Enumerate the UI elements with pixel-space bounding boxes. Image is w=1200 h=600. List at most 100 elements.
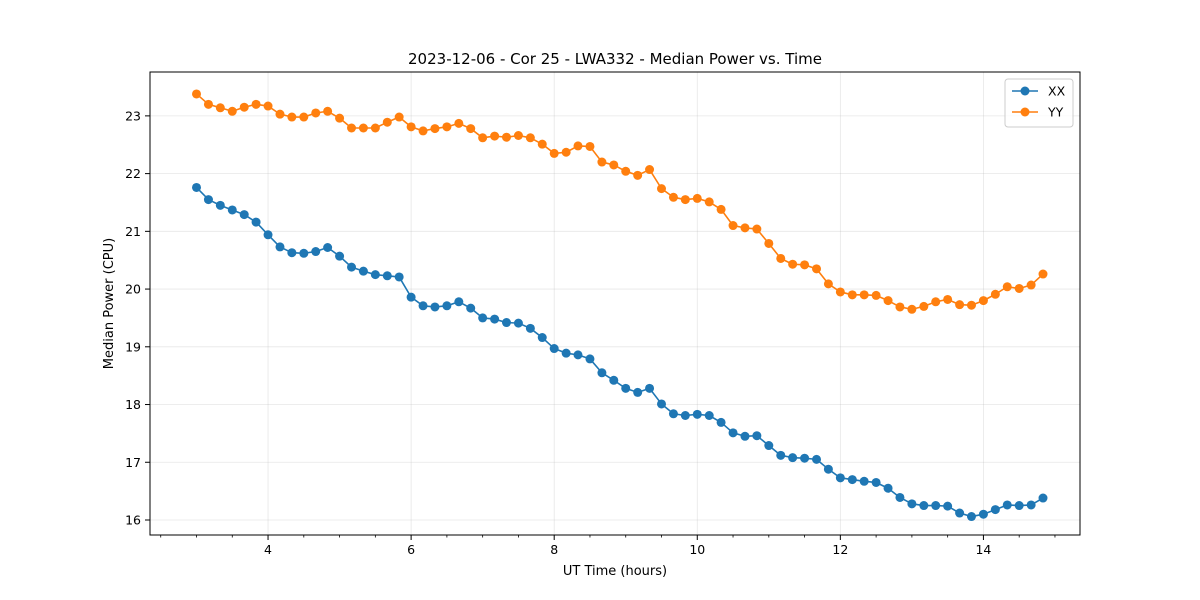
data-point-yy <box>955 300 965 310</box>
data-point-yy <box>513 131 523 140</box>
x-tick-label: 12 <box>832 542 848 557</box>
data-point-yy <box>442 122 452 132</box>
data-point-yy <box>680 195 690 205</box>
data-point-xx <box>299 248 309 258</box>
data-point-xx <box>919 501 929 511</box>
data-point-xx <box>966 512 976 522</box>
data-point-yy <box>990 289 1000 299</box>
data-point-xx <box>1038 493 1048 503</box>
data-point-yy <box>645 165 655 175</box>
data-point-xx <box>275 242 285 252</box>
plot-area <box>150 72 1080 535</box>
data-point-yy <box>823 279 833 289</box>
data-point-yy <box>800 260 810 270</box>
data-point-xx <box>537 333 547 343</box>
legend-marker-yy <box>1020 107 1030 117</box>
data-point-yy <box>418 126 428 136</box>
data-point-yy <box>835 287 845 297</box>
data-point-yy <box>347 123 357 133</box>
data-point-yy <box>490 131 500 141</box>
legend-marker-xx <box>1020 86 1030 96</box>
data-point-xx <box>215 200 225 210</box>
data-point-yy <box>871 290 881 300</box>
data-point-yy <box>501 132 511 142</box>
series-xx <box>192 182 1048 522</box>
data-point-xx <box>454 297 464 307</box>
data-point-xx <box>657 399 666 409</box>
data-point-yy <box>382 117 392 127</box>
data-point-xx <box>525 323 535 333</box>
data-point-xx <box>1014 501 1024 511</box>
data-point-xx <box>633 387 643 397</box>
data-point-yy <box>1014 283 1024 293</box>
y-axis-label: Median Power (CPU) <box>102 238 117 369</box>
data-point-xx <box>585 354 595 364</box>
data-point-yy <box>466 124 476 134</box>
data-point-yy <box>585 141 595 151</box>
data-point-xx <box>263 230 273 240</box>
data-point-yy <box>764 238 774 248</box>
data-point-xx <box>406 292 416 302</box>
series-layer <box>192 89 1048 522</box>
data-point-xx <box>740 431 750 441</box>
data-point-xx <box>680 411 690 420</box>
data-point-xx <box>287 248 297 258</box>
data-point-yy <box>406 122 416 132</box>
data-point-yy <box>931 297 941 307</box>
data-point-xx <box>549 344 559 354</box>
data-point-xx <box>752 431 762 441</box>
data-point-yy <box>525 133 535 143</box>
data-point-xx <box>597 368 607 378</box>
data-point-yy <box>859 290 869 300</box>
axis-ticks: 4 6 8 10 12 14 16 17 18 19 20 21 22 23 <box>125 108 1056 557</box>
data-point-xx <box>370 270 380 280</box>
x-tick-label: 8 <box>550 542 558 557</box>
data-point-yy <box>394 112 404 122</box>
data-point-yy <box>978 296 988 306</box>
data-point-yy <box>704 197 714 207</box>
data-point-yy <box>609 160 619 170</box>
data-point-xx <box>442 301 452 311</box>
data-point-xx <box>764 441 774 451</box>
data-point-xx <box>501 318 511 328</box>
data-point-yy <box>883 296 893 306</box>
data-point-yy <box>192 89 201 99</box>
data-point-yy <box>621 166 631 176</box>
data-point-xx <box>812 454 822 464</box>
data-point-yy <box>668 192 678 202</box>
data-point-xx <box>192 182 201 192</box>
data-point-xx <box>203 195 213 205</box>
x-tick-label: 10 <box>689 542 705 557</box>
data-point-xx <box>478 313 488 323</box>
data-point-yy <box>597 157 607 167</box>
legend: XX YY <box>1004 78 1074 128</box>
data-point-xx <box>311 247 321 257</box>
data-point-yy <box>203 99 213 109</box>
data-point-xx <box>1002 500 1012 510</box>
data-point-yy <box>215 103 225 113</box>
data-point-xx <box>347 262 357 272</box>
data-point-xx <box>943 501 953 511</box>
data-point-yy <box>919 301 929 311</box>
data-point-yy <box>752 224 762 234</box>
data-point-xx <box>227 205 237 215</box>
data-point-xx <box>931 501 941 511</box>
data-point-xx <box>561 348 571 358</box>
data-point-yy <box>323 106 333 116</box>
data-point-yy <box>716 204 726 214</box>
data-point-xx <box>716 417 726 427</box>
data-point-yy <box>812 264 822 274</box>
data-point-xx <box>847 475 857 485</box>
data-point-yy <box>633 170 643 180</box>
data-point-xx <box>490 314 500 324</box>
data-point-xx <box>573 350 583 360</box>
data-point-xx <box>871 477 881 487</box>
data-point-yy <box>966 300 976 310</box>
data-point-yy <box>776 253 786 263</box>
y-tick-label: 23 <box>125 108 141 123</box>
data-point-xx <box>609 375 619 385</box>
data-point-yy <box>1038 269 1048 279</box>
y-tick-label: 22 <box>125 166 141 181</box>
data-point-yy <box>275 109 285 119</box>
